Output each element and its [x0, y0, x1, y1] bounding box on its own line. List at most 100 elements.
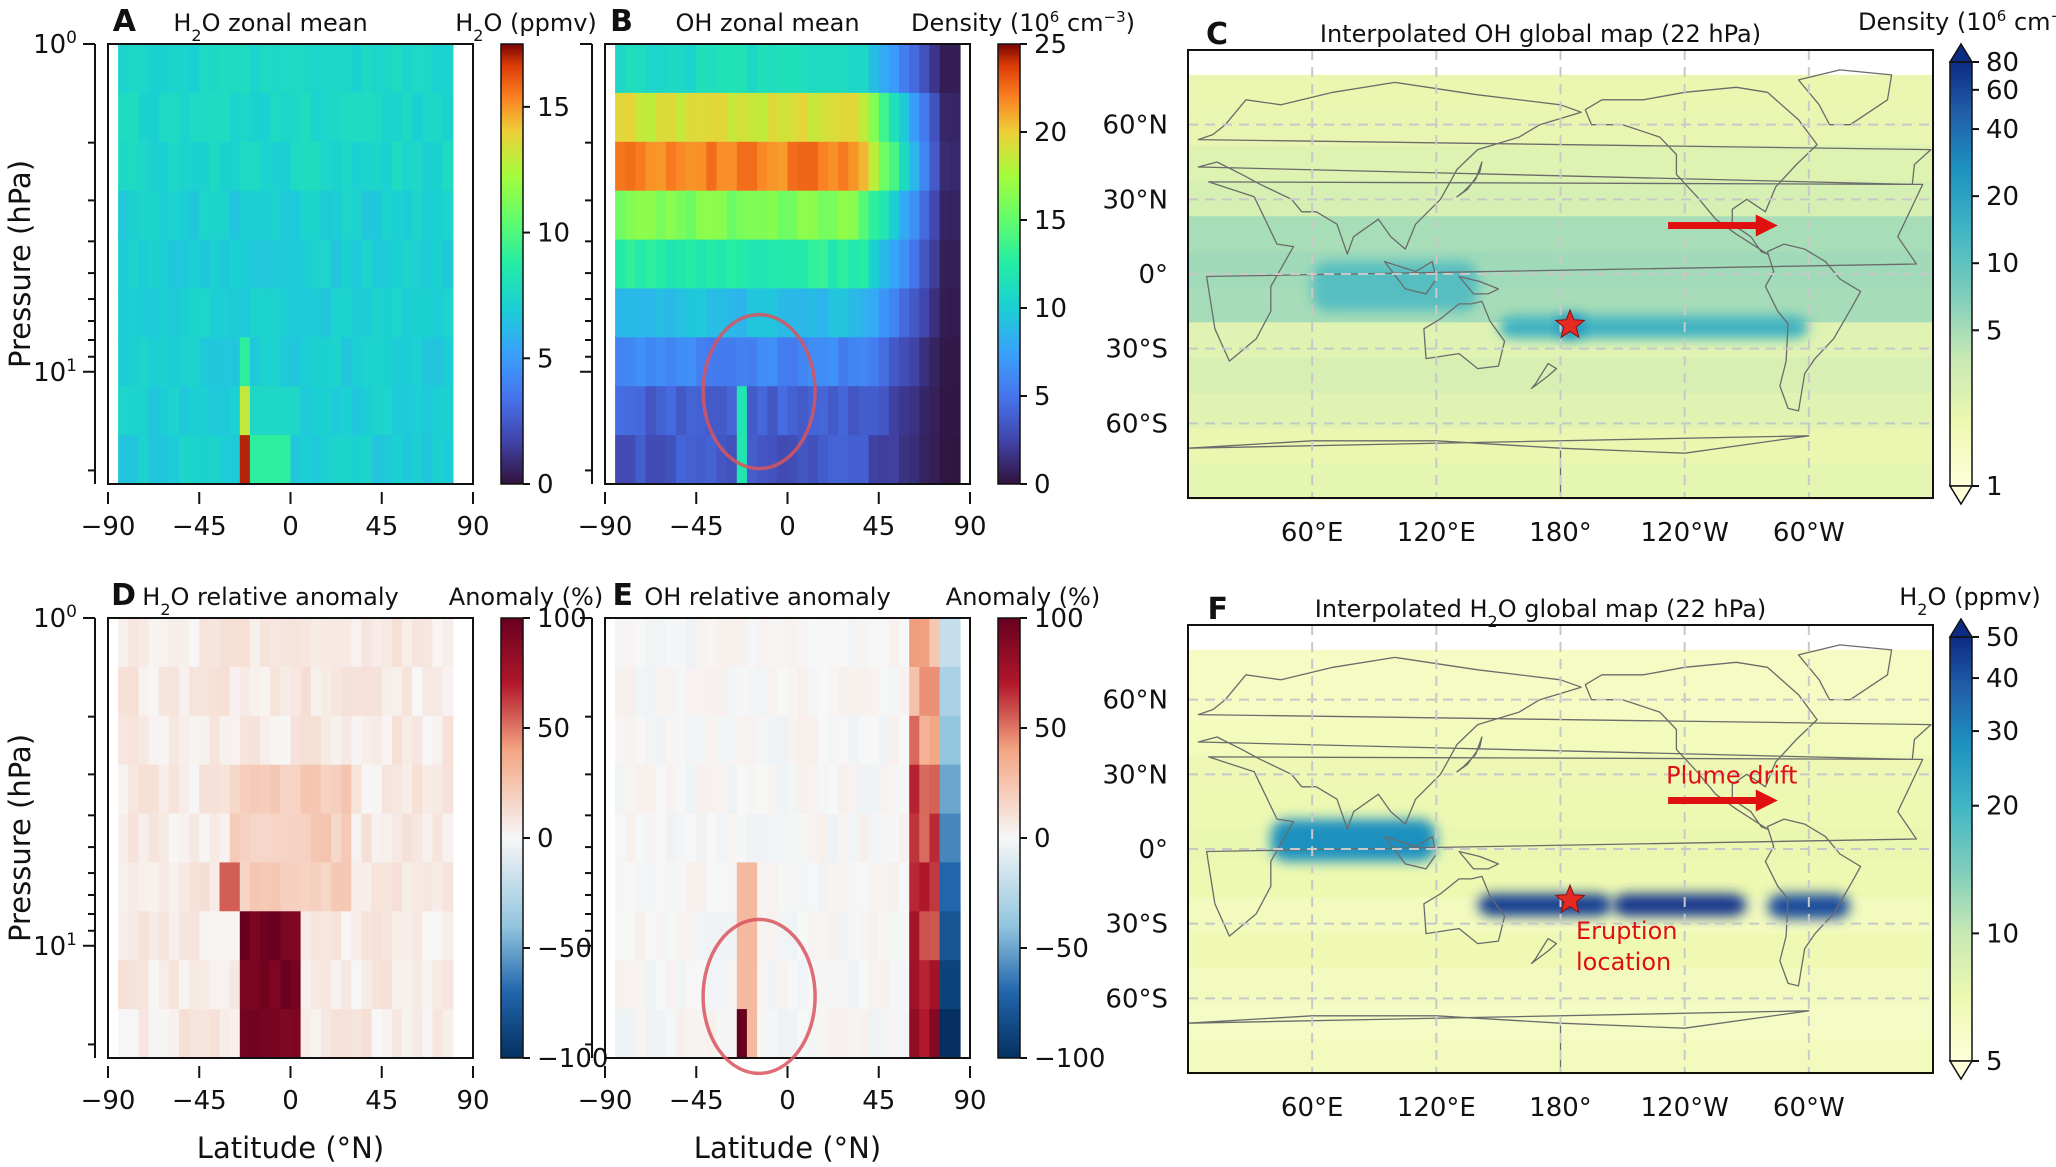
heatmap-cell [118, 862, 129, 913]
heatmap-cell [280, 190, 292, 241]
lon-tick-label: 60°W [1773, 1093, 1845, 1123]
heatmap-cell [878, 813, 890, 864]
heatmap-cell [432, 813, 444, 864]
heatmap-cell [179, 862, 190, 913]
heatmap-cell [249, 715, 261, 766]
heatmap-cell [442, 862, 454, 913]
heatmap-cell [422, 239, 434, 290]
heatmap-cell [249, 911, 261, 961]
heatmap-cell [706, 764, 718, 815]
heatmap-cell [158, 715, 170, 766]
heatmap-cell [706, 435, 718, 485]
heatmap-cell [736, 44, 748, 94]
heatmap-cell [280, 435, 292, 485]
heatmap-cell [828, 337, 839, 387]
heatmap-cell [371, 44, 383, 94]
heatmap-cell [361, 239, 373, 290]
heatmap-cell [371, 813, 383, 864]
heatmap-cell [888, 960, 900, 1010]
heatmap-cell [899, 618, 910, 668]
heatmap-cell [432, 288, 444, 339]
heatmap-cell [757, 92, 768, 143]
heatmap-cell [280, 813, 292, 864]
heatmap-cell [828, 911, 839, 961]
heatmap-cell [249, 666, 261, 717]
heatmap-cell [371, 618, 383, 668]
heatmap-cell [199, 92, 211, 143]
heatmap-cell [128, 715, 140, 766]
heatmap-cell [828, 435, 839, 485]
heatmap-cell [817, 435, 829, 485]
heatmap-cell [848, 1009, 860, 1059]
heatmap-cell [899, 44, 910, 94]
heatmap-cell [270, 666, 282, 717]
colorbar-tick-label: −50 [1034, 934, 1089, 964]
heatmap-cell [118, 666, 129, 717]
heatmap-cell [665, 92, 677, 143]
heatmap-cell [371, 764, 383, 815]
heatmap-cell [158, 92, 170, 143]
heatmap-cell [625, 911, 637, 961]
heatmap-cell [280, 666, 292, 717]
heatmap-cell [645, 862, 657, 913]
heatmap-cell [381, 435, 393, 485]
heatmap-cell [746, 764, 758, 815]
heatmap-cell [929, 764, 941, 815]
heatmap-cell [807, 190, 819, 241]
heatmap-cell [179, 960, 190, 1010]
heatmap-cell [919, 862, 931, 913]
heatmap-cell [706, 862, 718, 913]
heatmap-cell [726, 386, 738, 436]
heatmap-cell [260, 618, 271, 668]
map-gridlines [1188, 50, 1933, 498]
heatmap-cell [716, 288, 728, 339]
heatmap-cell [939, 44, 951, 94]
heatmap-cell [899, 435, 910, 485]
lat-tick-label: 60°N [1102, 111, 1168, 141]
heatmap-cell [848, 960, 860, 1010]
heatmap-cell [625, 862, 637, 913]
heatmap-cell [696, 386, 708, 436]
heatmap-cell [787, 435, 799, 485]
heatmap-cell [331, 239, 342, 290]
heatmap-cell [797, 813, 809, 864]
colorbar-tick-label: 30 [1986, 717, 2019, 747]
heatmap-cell [199, 386, 211, 436]
heatmap-cell [797, 337, 809, 387]
heatmap-cell [696, 666, 708, 717]
heatmap-cell [807, 92, 819, 143]
x-tick-label: 90 [456, 1086, 489, 1116]
heatmap-cell [331, 911, 342, 961]
heatmap-cell [260, 813, 271, 864]
heatmap-cell [239, 764, 251, 815]
heatmap-cell [919, 386, 931, 436]
heatmap-cell [838, 862, 850, 913]
heatmap-cell [868, 715, 880, 766]
heatmap-cell [300, 666, 312, 717]
heatmap-cell [209, 618, 221, 668]
colorbar-tick-label: −100 [1034, 1044, 1105, 1074]
heatmap-cell [625, 44, 637, 94]
heatmap-cell [209, 92, 221, 143]
heatmap-cell [320, 92, 332, 143]
heatmap-cell [777, 386, 789, 436]
heatmap-cell [615, 813, 626, 864]
heatmap-cell [270, 764, 282, 815]
heatmap-cell [767, 190, 779, 241]
colorbar-tick-label: 20 [1986, 182, 2019, 212]
heatmap-cell [422, 666, 434, 717]
heatmap-cell [767, 862, 779, 913]
heatmap-cell [868, 141, 880, 192]
heatmap-cell [848, 666, 860, 717]
heatmap-cell [736, 337, 748, 387]
heatmap-cell [158, 337, 170, 387]
heatmap-cell [138, 862, 150, 913]
heatmap-cell [300, 764, 312, 815]
heatmap-cell [371, 141, 383, 192]
heatmap-cell [138, 92, 150, 143]
heatmap-cell [148, 92, 160, 143]
heatmap-cell [199, 288, 211, 339]
heatmap-cell [686, 141, 697, 192]
heatmap-cell [179, 239, 190, 290]
colorbar-tick-label: 0 [1034, 824, 1051, 854]
